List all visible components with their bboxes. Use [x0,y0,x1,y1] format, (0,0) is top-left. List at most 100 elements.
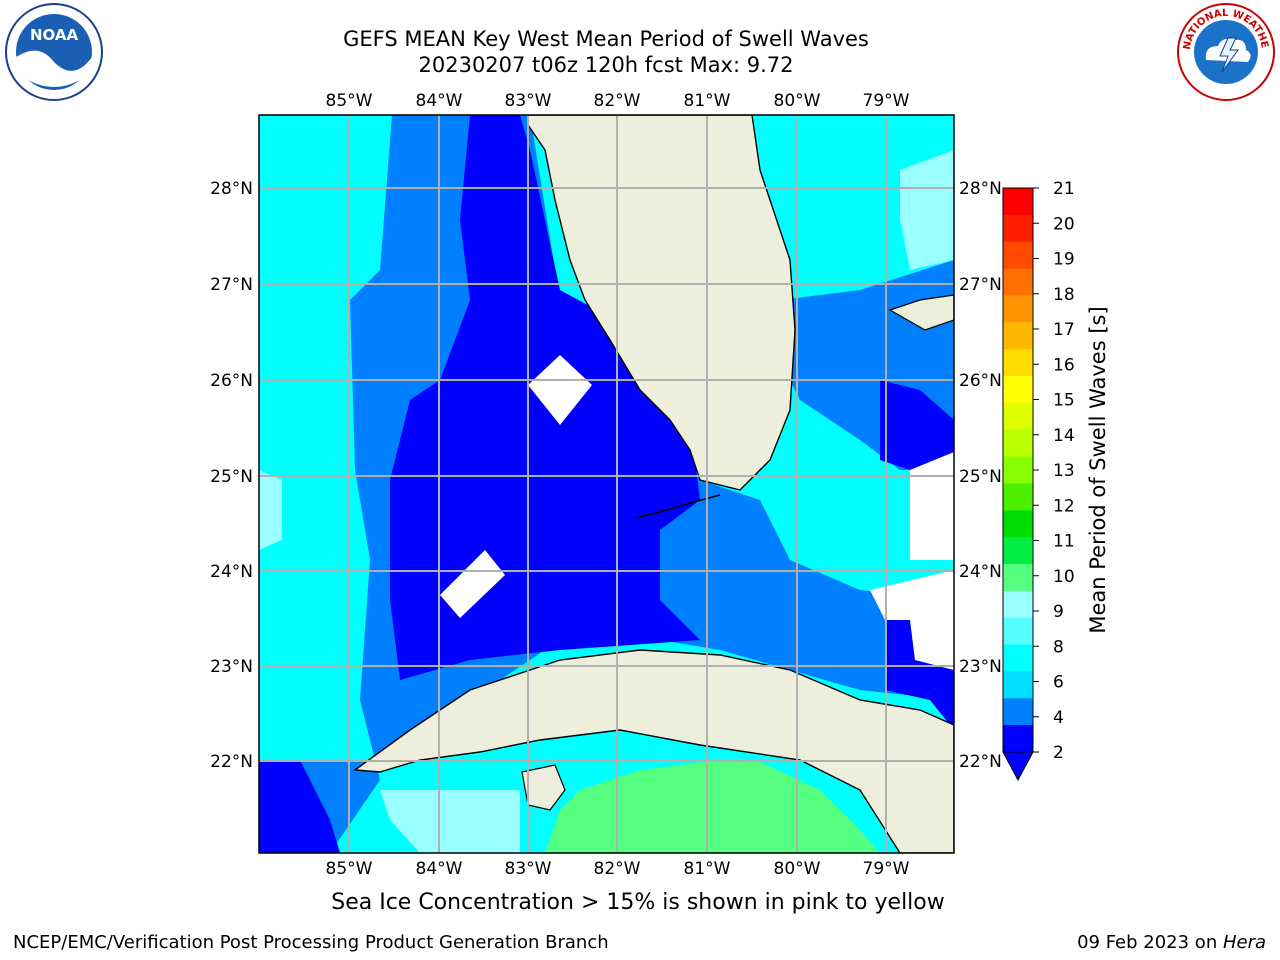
lon-label-top: 83°W [505,91,552,111]
footer-date: 09 Feb 2023 on Hera [1077,932,1266,953]
colorbar-segment [1003,376,1033,404]
lat-label-right: 26°N [959,371,1002,391]
lat-label-left: 27°N [210,275,253,295]
swell-band-2-4-west [259,760,340,853]
missing-patch-4 [870,570,954,670]
missing-patch-3 [910,452,954,560]
colorbar-segment [1003,322,1033,350]
colorbar-tick-label: 11 [1053,532,1075,552]
florida-keys [634,494,721,519]
swell-band-8-9-south [380,790,520,853]
lat-labels-right: 28°N 27°N 26°N 25°N 24°N 23°N 22°N [959,179,1002,772]
colorbar-tick-label: 4 [1053,708,1064,728]
lon-label-bottom: 79°W [863,859,910,879]
lat-label-right: 23°N [959,657,1002,677]
footer-host: Hera [1222,932,1266,953]
footer-date-text: 09 Feb 2023 on [1077,932,1223,953]
lat-label-right: 24°N [959,562,1002,582]
lon-label-top: 80°W [774,91,821,111]
sea-ice-caption: Sea Ice Concentration > 15% is shown in … [331,890,945,915]
colorbar-tick-label: 6 [1053,673,1064,693]
colorbar-tick-label: 13 [1053,461,1075,481]
colorbar-ticks: 21 20 19 18 17 16 15 14 13 12 11 10 9 8 6 4 2 [1033,179,1075,763]
colorbar-tick-label: 10 [1053,567,1075,587]
lon-label-top: 84°W [416,91,463,111]
bahamas-land [888,294,954,331]
colorbar-segment [1003,510,1033,538]
lon-label-bottom: 84°W [416,859,463,879]
colorbar-segment [1003,402,1033,431]
lat-label-right: 28°N [959,179,1002,199]
colorbar [1003,188,1033,753]
colorbar-segment [1003,698,1033,726]
chart-title: GEFS MEAN Key West Mean Period of Swell … [343,27,869,51]
swell-band-2-4-east [880,380,954,470]
lat-label-left: 25°N [210,467,253,487]
florida-land [527,115,796,491]
colorbar-tick-label: 17 [1053,320,1075,340]
colorbar-segment [1003,295,1033,323]
lat-label-right: 25°N [959,467,1002,487]
colorbar-tick-label: 19 [1053,250,1075,270]
lon-label-top: 81°W [684,91,731,111]
colorbar-tick-label: 20 [1053,214,1075,234]
map-fill-layers [259,115,954,853]
chart-subtitle: 20230207 t06z 120h fcst Max: 9.72 [418,53,794,77]
colorbar-segment [1003,456,1033,484]
lat-labels-left: 28°N 27°N 26°N 25°N 24°N 23°N 22°N [210,179,253,772]
colorbar-segment [1003,671,1033,699]
colorbar-segment [1003,268,1033,296]
lon-label-bottom: 81°W [684,859,731,879]
colorbar-tick-label: 12 [1053,496,1075,516]
lon-labels-top: 85°W 84°W 83°W 82°W 81°W 80°W 79°W [326,91,910,111]
lon-labels-bottom: 85°W 84°W 83°W 82°W 81°W 80°W 79°W [326,859,910,879]
missing-patch-1 [528,355,592,425]
colorbar-tick-label: 8 [1053,637,1064,657]
colorbar-tick-label: 15 [1053,391,1075,411]
colorbar-segment [1003,214,1033,243]
colorbar-segment [1003,483,1033,511]
lon-label-top: 85°W [326,91,373,111]
lon-label-top: 82°W [594,91,641,111]
noaa-logo-text: NOAA [30,26,79,44]
footer-credit: NCEP/EMC/Verification Post Processing Pr… [13,932,609,953]
colorbar-tick-label: 21 [1053,179,1075,199]
colorbar-tick-label: 9 [1053,602,1064,622]
lat-label-right: 27°N [959,275,1002,295]
lat-label-left: 28°N [210,179,253,199]
swell-band-8-9 [259,470,282,550]
lat-label-left: 24°N [210,562,253,582]
cuba-land [353,649,954,853]
colorbar-segment [1003,725,1033,753]
noaa-logo-icon: NOAA [5,3,103,101]
lat-label-left: 23°N [210,657,253,677]
lon-label-top: 79°W [863,91,910,111]
gridlines [259,115,954,853]
swell-band-2-4-east2 [885,620,954,730]
swell-band-8-9-ne [900,150,954,270]
colorbar-tick-label: 16 [1053,355,1075,375]
colorbar-segment [1003,644,1033,672]
colorbar-extend-arrow [1002,751,1034,782]
lon-label-bottom: 82°W [594,859,641,879]
lat-label-right: 22°N [959,752,1002,772]
colorbar-segment [1003,241,1033,270]
missing-patch-2 [440,550,505,618]
lon-label-bottom: 83°W [505,859,552,879]
colorbar-segment [1003,349,1033,377]
lat-label-left: 22°N [210,752,253,772]
colorbar-tick-label: 2 [1053,743,1064,763]
lon-label-bottom: 85°W [326,859,373,879]
colorbar-segment [1003,564,1033,592]
colorbar-tick-label: 18 [1053,285,1075,305]
colorbar-segment [1003,537,1033,565]
colorbar-segment [1003,188,1033,216]
colorbar-segment [1003,590,1033,619]
colorbar-segment [1003,617,1033,646]
colorbar-tick-label: 14 [1053,426,1075,446]
colorbar-label: Mean Period of Swell Waves [s] [1086,306,1110,633]
nws-logo-icon: NATIONAL WEATHER SERVICE [1176,2,1275,101]
colorbar-segment [1003,429,1033,458]
map-frame [258,114,955,854]
